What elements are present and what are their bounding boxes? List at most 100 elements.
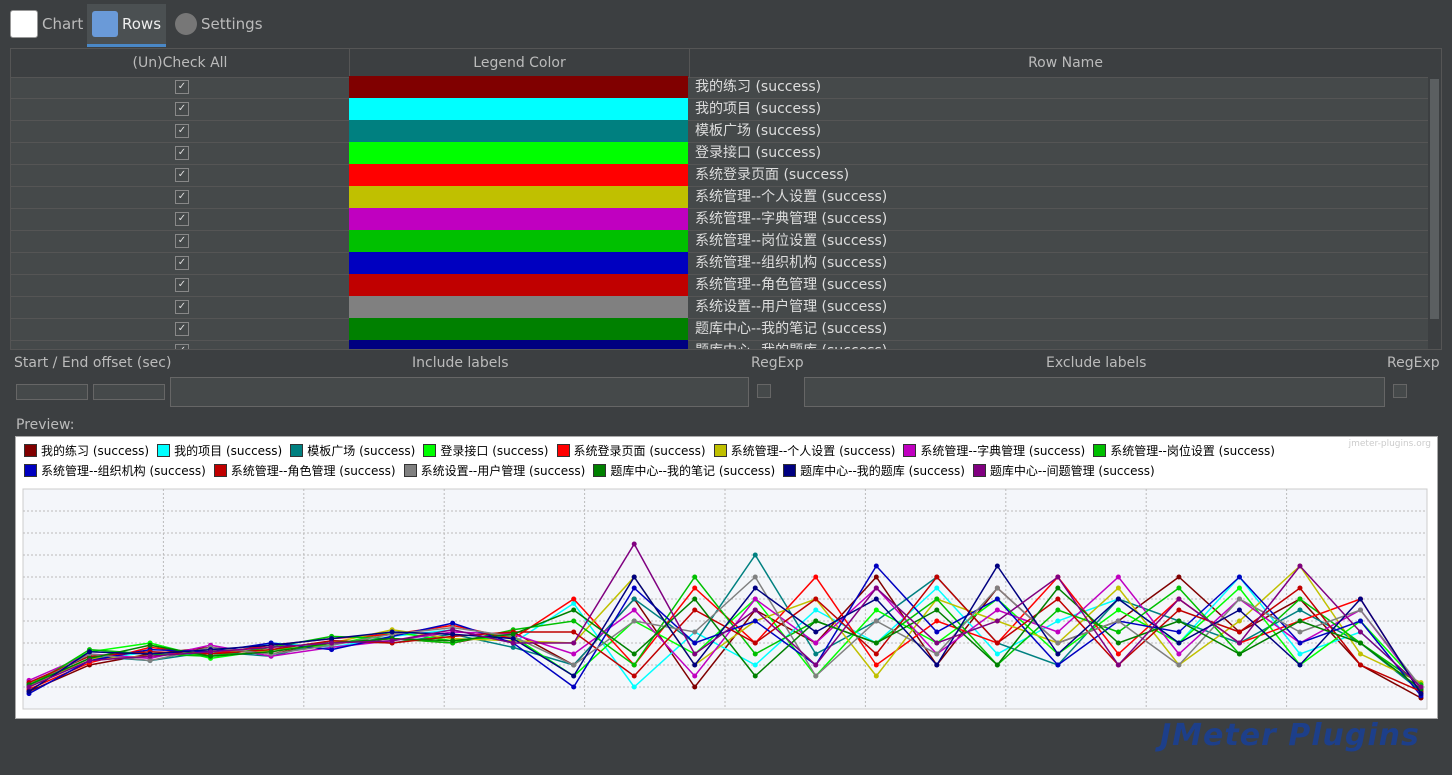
data-point [1055,651,1061,657]
data-point [692,574,698,580]
legend-item: 登录接口 (success) [423,443,549,458]
data-point [1297,563,1303,569]
row-color [349,296,688,318]
data-point [692,662,698,668]
legend-label: 题库中心--间题管理 (success) [989,463,1155,478]
data-point [692,629,698,635]
data-point [1176,607,1182,613]
legend-swatch [556,443,570,457]
row-checkbox[interactable]: ✓ [175,80,189,94]
legend-swatch [423,443,437,457]
row-checkbox[interactable]: ✓ [175,300,189,314]
data-point [752,552,758,558]
data-point [994,618,1000,624]
data-point [873,596,879,602]
data-point [571,673,577,679]
regexp-label: RegExp [751,355,804,371]
table-row: ✓ 我的项目 (success) [11,98,1428,121]
data-point [1115,651,1121,657]
data-point [147,653,153,659]
row-color [349,186,688,208]
legend-label: 系统管理--岗位设置 (success) [1110,443,1275,458]
exclude-input[interactable] [804,377,1385,407]
data-point [510,640,516,646]
tab-label: Settings [201,15,263,33]
row-checkbox[interactable]: ✓ [175,256,189,270]
tab-rows[interactable]: Rows [87,4,167,47]
row-checkbox[interactable]: ✓ [175,344,189,349]
end-offset-input[interactable] [93,384,165,400]
data-point [1357,618,1363,624]
data-point [692,596,698,602]
row-color [349,98,688,120]
data-point [873,618,879,624]
row-color [349,208,688,230]
scrollbar[interactable] [1428,77,1441,349]
legend-swatch [157,443,171,457]
include-input[interactable] [170,377,749,407]
legend-item: 模板广场 (success) [290,443,416,458]
header-check-all[interactable]: (Un)Check All [11,49,350,78]
data-point [87,658,93,664]
row-name: 题库中心--我的题库 (success) [695,340,887,349]
data-point [994,596,1000,602]
row-color [349,340,688,349]
data-point [1297,629,1303,635]
preview-panel: 我的练习 (success) 我的项目 (success) 模板广场 (succes… [15,436,1438,719]
row-name: 系统设置--用户管理 (success) [695,299,888,315]
table-row: ✓ 登录接口 (success) [11,142,1428,165]
data-point [1176,574,1182,580]
gear-icon [175,13,197,35]
row-checkbox[interactable]: ✓ [175,322,189,336]
data-point [631,574,637,580]
row-checkbox[interactable]: ✓ [175,124,189,138]
data-point [1055,618,1061,624]
table-row: ✓ 题库中心--我的题库 (success) [11,340,1428,349]
row-checkbox[interactable]: ✓ [175,278,189,292]
data-point [510,644,516,650]
row-checkbox[interactable]: ✓ [175,190,189,204]
row-checkbox[interactable]: ✓ [175,234,189,248]
scroll-thumb[interactable] [1430,79,1439,319]
legend-item: 系统管理--岗位设置 (success) [1093,443,1275,458]
data-point [934,585,940,591]
legend-label: 系统管理--组织机构 (success) [41,463,206,478]
start-offset-input[interactable] [16,384,88,400]
row-color [349,120,688,142]
data-point [631,673,637,679]
data-point [752,585,758,591]
data-point [329,640,335,646]
data-point [1418,691,1424,697]
data-point [752,662,758,668]
tab-settings[interactable]: Settings [175,4,263,44]
legend-label: 我的项目 (success) [174,443,283,458]
regexp-checkbox[interactable] [757,384,771,398]
legend-swatch [903,443,917,457]
data-point [1357,596,1363,602]
data-point [873,640,879,646]
logo: JMeter Plugins [1160,718,1420,753]
row-name: 我的练习 (success) [695,79,822,95]
legend-swatch [593,463,607,477]
tab-chart[interactable]: Chart [10,4,83,44]
data-point [147,658,153,664]
row-checkbox[interactable]: ✓ [175,102,189,116]
row-name: 系统管理--组织机构 (success) [695,255,888,271]
row-checkbox[interactable]: ✓ [175,212,189,226]
preview-label: Preview: [16,417,75,433]
data-point [1297,651,1303,657]
row-checkbox[interactable]: ✓ [175,168,189,182]
regexp-checkbox[interactable] [1393,384,1407,398]
data-point [752,618,758,624]
row-checkbox[interactable]: ✓ [175,146,189,160]
legend-label: 模板广场 (success) [307,443,416,458]
data-point [1115,662,1121,668]
data-point [1115,585,1121,591]
data-point [752,607,758,613]
include-label: Include labels [412,355,509,371]
data-point [1357,629,1363,635]
data-point [1297,640,1303,646]
data-point [450,638,456,644]
row-name: 系统管理--字典管理 (success) [695,211,888,227]
data-point [1055,585,1061,591]
